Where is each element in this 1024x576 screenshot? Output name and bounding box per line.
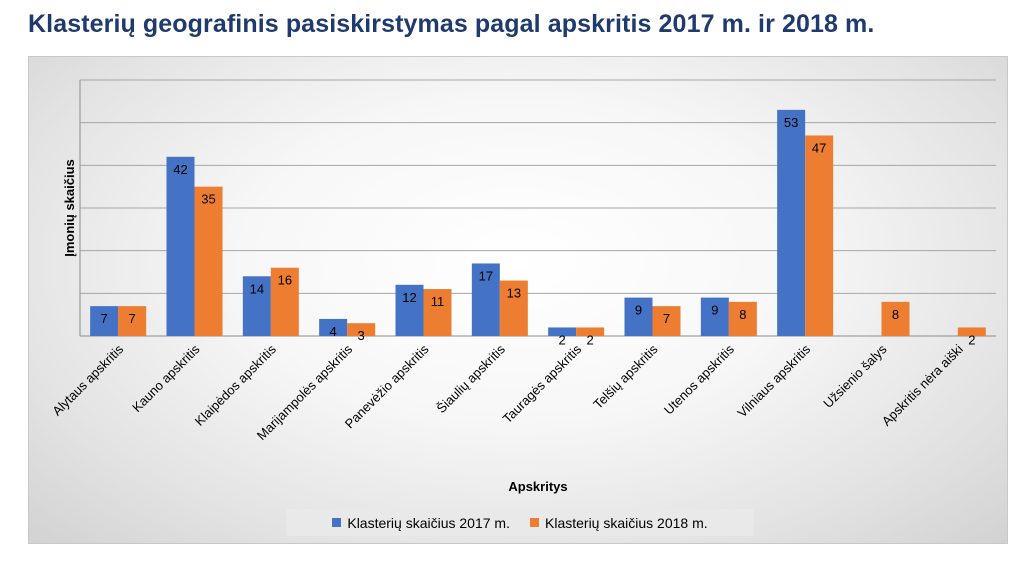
x-tick-label: Užsienio šalys — [820, 341, 890, 411]
bar-2017 — [700, 297, 729, 336]
data-label: 8 — [739, 307, 746, 322]
bar-2017 — [777, 109, 806, 336]
x-tick-label: Telšių apskritis — [590, 341, 661, 412]
data-label: 13 — [507, 286, 521, 301]
bar-2018 — [805, 135, 834, 336]
bar-2018 — [499, 280, 528, 336]
x-tick-label: Vilniaus apskritis — [734, 341, 813, 420]
data-label: 4 — [330, 324, 337, 339]
data-label: 7 — [129, 311, 136, 326]
bar-2017 — [471, 263, 500, 336]
data-label: 8 — [892, 307, 899, 322]
data-label: 2 — [587, 332, 594, 347]
data-label: 7 — [663, 311, 670, 326]
data-label: 47 — [812, 140, 826, 155]
data-label: 3 — [358, 328, 365, 343]
bar-2017 — [90, 306, 119, 336]
slide-title: Klasterių geografinis pasiskirstymas pag… — [28, 10, 875, 38]
x-tick-label: Utenos apskritis — [661, 341, 737, 417]
bar-2017 — [319, 318, 348, 336]
x-tick-label: Panevėžio apskritis — [342, 341, 432, 431]
data-label: 42 — [173, 162, 187, 177]
bar-2017 — [166, 156, 195, 336]
x-tick-label: Tauragės apskritis — [500, 341, 585, 426]
legend-label-2018: Klasterių skaičius 2018 m. — [545, 514, 708, 531]
x-tick-label: Apskritis nėra aiški — [879, 341, 966, 428]
bar-2018 — [423, 289, 452, 336]
data-label: 9 — [635, 303, 642, 318]
bar-2018 — [728, 301, 757, 336]
data-label: 12 — [402, 290, 416, 305]
data-label: 2 — [968, 332, 975, 347]
data-label: 17 — [479, 268, 493, 283]
data-label: 9 — [711, 303, 718, 318]
bar-2018 — [270, 267, 299, 336]
chart-legend: Klasterių skaičius 2017 m. Klasterių ska… — [286, 509, 754, 536]
chart-area: 7 42 14 4 12 17 2 9 9 53 7 35 16 3 11 13 2 7 8 47 8 2 Alytaus … — [28, 56, 1008, 544]
x-tick-label: Kauno apskritis — [129, 341, 203, 415]
bar-2018 — [881, 301, 910, 336]
bar-2018 — [957, 327, 986, 336]
data-label: 53 — [784, 115, 798, 130]
data-label: 14 — [250, 281, 264, 296]
x-tick-label: Klaipėdos apskritis — [192, 341, 280, 429]
bar-2017 — [242, 276, 271, 336]
x-tick-label: Šiaulių apskritis — [433, 341, 508, 416]
bar-2018 — [347, 323, 376, 336]
legend-item-2018: Klasterių skaičius 2018 m. — [530, 515, 708, 531]
data-label: 35 — [201, 192, 215, 207]
data-label: 7 — [101, 311, 108, 326]
x-tick-label: Alytaus apskritis — [49, 341, 126, 418]
data-label: 11 — [431, 294, 445, 309]
x-axis-title: Apskritys — [508, 479, 567, 494]
bar-2017 — [624, 297, 653, 336]
data-label: 2 — [559, 332, 566, 347]
legend-label-2017: Klasterių skaičius 2017 m. — [347, 514, 510, 531]
legend-swatch-2018 — [530, 518, 539, 527]
legend-swatch-2017 — [332, 518, 342, 527]
bar-2018 — [194, 186, 223, 336]
y-axis-title: Įmonių skaičius — [62, 159, 77, 257]
bar-2018 — [652, 306, 681, 336]
data-label: 16 — [278, 273, 292, 288]
bar-2017 — [395, 284, 424, 336]
bar-2018 — [576, 327, 605, 336]
bar-2018 — [118, 306, 147, 336]
bar-2017 — [548, 327, 577, 336]
legend-item-2017: Klasterių skaičius 2017 m. — [332, 515, 510, 531]
